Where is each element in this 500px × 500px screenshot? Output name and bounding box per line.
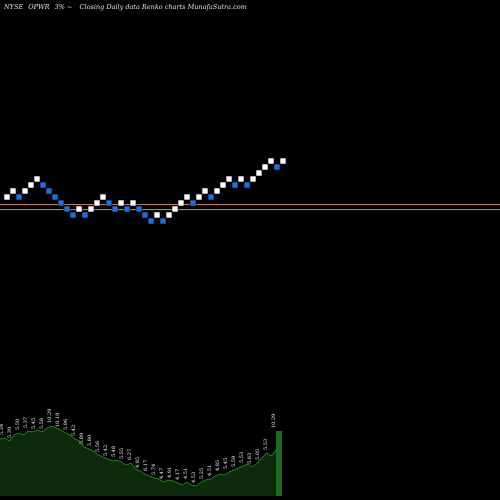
down-brick <box>189 199 197 207</box>
down-brick <box>207 193 215 201</box>
up-brick <box>171 205 179 213</box>
volume-label: 4.47 <box>159 468 165 479</box>
volume-edge-line <box>0 425 277 487</box>
volume-last-bar <box>276 431 282 496</box>
volume-label: 5.53 <box>239 452 245 463</box>
up-brick <box>27 181 35 189</box>
volume-label: 6.27 <box>127 449 133 460</box>
up-brick <box>3 193 11 201</box>
volume-label: 5.42 <box>71 425 77 436</box>
up-brick <box>177 199 185 207</box>
volume-label: 5.59 <box>231 456 237 467</box>
volume-label: 5.50 <box>15 419 21 430</box>
volume-label: 5.45 <box>31 418 37 429</box>
volume-label: 5.42 <box>103 445 109 456</box>
up-brick <box>213 187 221 195</box>
volume-label: 5.80 <box>87 435 93 446</box>
volume-area <box>0 426 276 496</box>
down-brick <box>15 193 23 201</box>
up-brick <box>225 175 233 183</box>
down-brick <box>81 211 89 219</box>
volume-label: 5.53 <box>263 439 269 450</box>
volume-label: 4.85 <box>215 460 221 471</box>
up-brick <box>261 163 269 171</box>
up-brick <box>93 199 101 207</box>
up-brick <box>87 205 95 213</box>
volume-label: 5.89 <box>79 433 85 444</box>
up-brick <box>279 157 287 165</box>
volume-label: 5.34 <box>0 424 5 435</box>
volume-panel <box>0 425 282 496</box>
up-brick <box>237 175 245 183</box>
volume-label: 5.48 <box>111 446 117 457</box>
volume-label: 4.85 <box>135 457 141 468</box>
down-brick <box>111 205 119 213</box>
reference-lines <box>0 204 500 211</box>
volume-label: 4.91 <box>167 467 173 478</box>
down-brick <box>159 217 167 225</box>
down-brick <box>123 205 131 213</box>
down-brick <box>57 199 65 207</box>
volume-label: 5.56 <box>95 441 101 452</box>
down-brick <box>231 181 239 189</box>
down-brick <box>63 205 71 213</box>
down-brick <box>105 199 113 207</box>
volume-label: 4.51 <box>183 468 189 479</box>
up-brick <box>255 169 263 177</box>
down-brick <box>147 217 155 225</box>
volume-label: 5.39 <box>7 427 13 438</box>
header-symbol: OPWR <box>28 3 49 11</box>
down-brick <box>69 211 77 219</box>
up-brick <box>267 157 275 165</box>
up-brick <box>117 199 125 207</box>
down-brick <box>135 205 143 213</box>
volume-label: 5.83 <box>247 453 253 464</box>
down-brick <box>243 181 251 189</box>
up-brick <box>99 193 107 201</box>
header-exchange: NYSE <box>3 3 23 11</box>
down-brick <box>141 211 149 219</box>
up-brick <box>195 193 203 201</box>
volume-label: 10.29 <box>47 409 53 423</box>
volume-label: 5.25 <box>199 468 205 479</box>
down-brick <box>45 187 53 195</box>
volume-label: 5.45 <box>223 458 229 469</box>
up-brick <box>153 211 161 219</box>
header-description: Closing Daily data Renko charts MunafaSu… <box>80 3 247 11</box>
volume-label: 5.58 <box>39 418 45 429</box>
volume-label: 5.37 <box>23 417 29 428</box>
renko-bricks <box>3 157 287 225</box>
up-brick <box>201 187 209 195</box>
down-brick <box>273 163 281 171</box>
up-brick <box>21 187 29 195</box>
down-brick <box>51 193 59 201</box>
volume-label: 6.17 <box>143 460 149 471</box>
volume-label: 10.29 <box>271 414 277 428</box>
up-brick <box>219 181 227 189</box>
up-brick <box>33 175 41 183</box>
down-brick <box>39 181 47 189</box>
up-brick <box>183 193 191 201</box>
volume-label: 5.05 <box>255 449 261 460</box>
up-brick <box>75 205 83 213</box>
up-brick <box>129 199 137 207</box>
volume-label: 4.53 <box>191 472 197 483</box>
volume-label: 5.55 <box>119 448 125 459</box>
up-brick <box>9 187 17 195</box>
up-brick <box>165 211 173 219</box>
volume-label: 5.74 <box>151 464 157 475</box>
volume-label: 5.96 <box>63 419 69 430</box>
up-brick <box>249 175 257 183</box>
volume-label: 4.51 <box>207 465 213 476</box>
chart-header: NYSE OPWR 3% ~ Closing Daily data Renko … <box>3 3 247 11</box>
header-share: 3% <box>55 3 65 11</box>
volume-label: 4.17 <box>175 469 181 480</box>
volume-label: 10.18 <box>55 413 61 427</box>
header-tilde: ~ <box>67 3 72 11</box>
